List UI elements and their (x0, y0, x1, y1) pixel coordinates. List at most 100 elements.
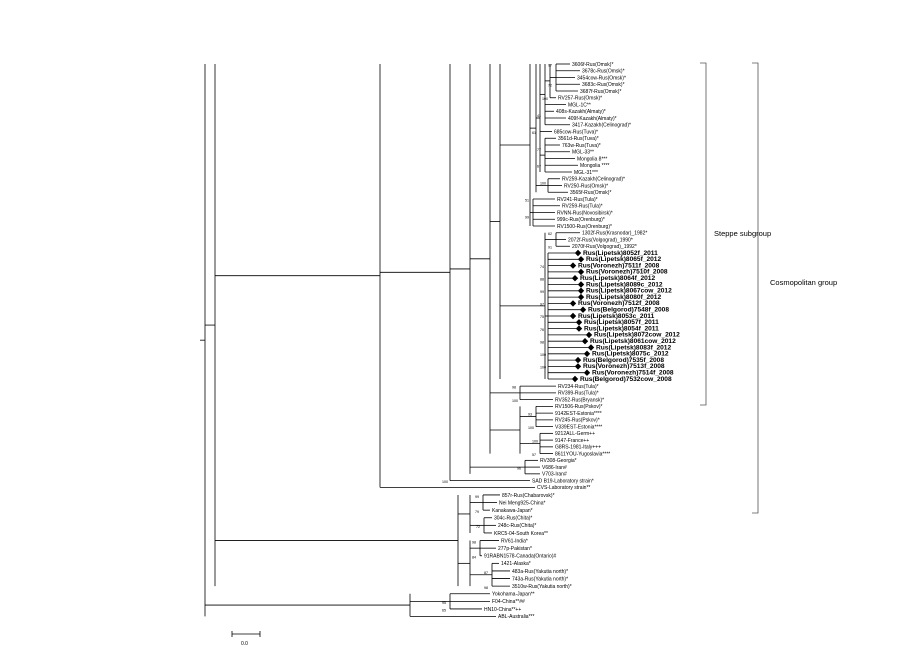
diamond-marker-icon (577, 268, 585, 276)
taxon-label: 3417-Kazakh(Celinograd)* (572, 123, 631, 129)
bootstrap-value: 98 (484, 586, 488, 590)
diamond-marker-icon (569, 262, 577, 269)
diamond-marker-icon (577, 293, 585, 301)
taxon-label: 277p-Pakistan* (498, 546, 532, 552)
taxon-label: Rus(Belgorod)7535f_2008 (583, 357, 664, 364)
taxon-label: MGL-1C** (568, 102, 591, 108)
taxon-label: RV234-Rus(Tula)* (558, 384, 599, 390)
bootstrap-value: 100 (512, 399, 518, 403)
bootstrap-value: 93 (528, 412, 532, 416)
taxon-label: Rus(Lipetsk)8067cow_2012 (586, 288, 672, 295)
taxon-label: 408s-Kazakh(Almaty)* (556, 109, 606, 115)
diamond-marker-icon (574, 356, 582, 364)
bootstrap-value: 77 (537, 148, 541, 152)
diamond-marker-icon (579, 306, 587, 313)
taxon-label: RV259-Kazakh(Celinograd)* (562, 177, 625, 183)
diamond-marker-icon (571, 275, 579, 282)
taxon-label: 2072f-Rus(Volgograd)_1990* (568, 237, 633, 243)
taxon-label: Rus(Belgorod)7548f_2008 (588, 307, 669, 314)
taxon-label: MGL-33** (572, 150, 594, 156)
taxon-label: 743a-Rus(Yakutia north)* (512, 576, 568, 582)
taxon-label: 3678c-Rus(Omsk)* (582, 69, 625, 75)
taxon-label: 763w-Rus(Tuva)* (562, 143, 601, 149)
diamond-marker-icon (574, 249, 582, 257)
taxon-label: RV259-Rus(Tula)* (562, 204, 603, 210)
group-brackets: Steppe subgroup Cosmopolitan group (700, 62, 837, 514)
taxon-label: SAD B19-Laboratory strain* (532, 478, 594, 484)
bootstrap-value: 61 (532, 131, 536, 135)
bootstrap-value: 99 (540, 290, 544, 294)
taxon-label: Rus(Lipetsk)8075c_2012 (592, 351, 669, 358)
diamond-marker-icon (587, 344, 595, 351)
bootstrap-value: 97 (540, 303, 544, 307)
bootstrap-value: 88 (540, 277, 544, 281)
bootstrap-value: 100 (540, 366, 546, 370)
taxon-label: 9147-France++ (555, 438, 589, 444)
taxon-label: Rus(Voronezh)7513f_2008 (583, 363, 665, 370)
taxon-label: RV1500-Rus(Orenburg)* (557, 224, 612, 230)
taxon-label: 248c-Rus(Chita)* (498, 523, 536, 529)
taxon-label: 91RABN1578-Canada(Ontario)# (484, 554, 556, 560)
taxon-label: V703-Iran# (542, 472, 567, 478)
taxon-label: RV352-Rus(Bryansk)* (555, 397, 604, 403)
bootstrap-value: 62 (548, 232, 552, 236)
taxon-label: 1421-Alaska* (501, 561, 531, 567)
bootstrap-value: 51 (525, 198, 529, 202)
bootstrap-value: 100 (540, 182, 546, 186)
diamond-marker-icon (581, 338, 589, 345)
bootstrap-value: 41 (537, 114, 541, 118)
bootstrap-value: 97 (548, 63, 552, 67)
taxon-label: F04-China**## (492, 599, 525, 605)
bootstrap-value: 75 (540, 315, 544, 319)
bootstrap-value: 98 (540, 340, 544, 344)
taxon-label: 8611YOU-Yugoslavia**** (555, 451, 610, 457)
taxon-label: 3454cow-Rus(Omsk)* (577, 75, 626, 81)
tree-branches (200, 63, 588, 617)
scale-bar: 0.0 (231, 631, 261, 647)
bootstrap-value: 100 (442, 480, 448, 484)
diamond-marker-icon (575, 319, 583, 326)
bootstrap-value: 91 (548, 246, 552, 250)
taxon-label: Rus(Lipetsk)8054f_2011 (584, 325, 659, 332)
bootstrap-value: 57 (532, 453, 536, 457)
diamond-marker-icon (574, 363, 582, 370)
bootstrap-value: 98 (512, 385, 516, 389)
taxon-label: 857r-Rus(Chabarovsk)* (502, 493, 555, 499)
taxon-label: RV399-Rus(Tula)* (558, 391, 599, 397)
diamond-marker-icon (583, 369, 591, 376)
bootstrap-value: 99 (475, 495, 479, 499)
taxon-label: Rus(Lipetsk)8083f_2012 (596, 344, 671, 351)
taxon-label: 483a-Rus(Yakutia north)* (512, 569, 568, 575)
taxon-label: 3561d-Rus(Tuva)* (558, 136, 599, 142)
taxon-label: 2070f-Rus(Volgograd)_1992* (572, 244, 637, 250)
taxon-label: 9142EST-Estonia**** (555, 411, 602, 417)
bootstrap-value: 76 (540, 328, 544, 332)
bootstrap-value: 84 (472, 556, 476, 560)
diamond-marker-icon (577, 287, 585, 294)
taxon-label: 9212ALL-Germ++ (555, 431, 595, 437)
cosmopolitan-bracket (752, 62, 759, 514)
bootstrap-value: 67 (537, 165, 541, 169)
taxon-labels: 3606f-Rus(Omsk)*3678c-Rus(Omsk)*3454cow-… (484, 62, 680, 620)
taxon-label: RV241-Rus(Tula)* (557, 197, 598, 203)
taxon-label: Rus(Belgorod)7532cow_2008 (580, 376, 672, 383)
bootstrap-value: 100 (540, 353, 546, 357)
taxon-label: RV1506-Rus(Pskov)* (555, 404, 602, 410)
bootstrap-value: 96 (517, 466, 521, 470)
taxon-label: V339EST-Estonia**** (555, 424, 602, 430)
taxon-label: Rus(Voronezh)7512f_2008 (578, 300, 660, 307)
taxon-label: CVS-Laboratory strain** (537, 485, 590, 491)
taxon-label: Rus(Lipetsk)8072cow_2012 (594, 332, 680, 339)
taxon-label: 3687f-Rus(Omsk)* (580, 89, 621, 95)
diamond-marker-icon (577, 256, 585, 263)
taxon-label: RV250-Rus(Omsk)* (564, 183, 608, 189)
taxon-label: Rus(Lipetsk)8065f_2012 (586, 256, 661, 263)
taxon-label: RV308-Georgia* (540, 458, 577, 464)
steppe-subgroup-label: Steppe subgroup (714, 229, 771, 238)
taxon-label: RV257-Rus(Omsk)* (558, 96, 602, 102)
taxon-label: Mongolia 8*** (577, 156, 607, 162)
bootstrap-value: 87 (484, 571, 488, 575)
taxon-label: ABL-Australia*** (498, 614, 534, 620)
diamond-marker-icon (577, 281, 585, 288)
